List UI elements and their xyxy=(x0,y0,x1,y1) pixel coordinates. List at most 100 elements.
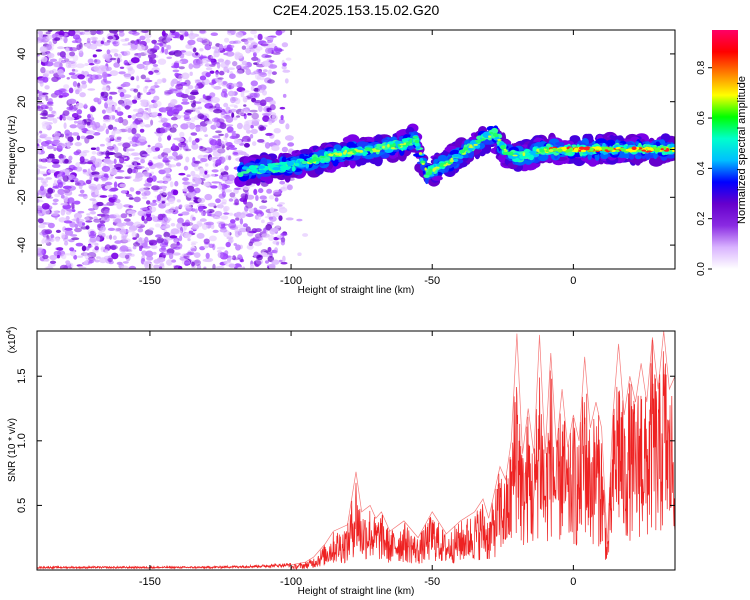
noise-blob xyxy=(191,261,195,267)
noise-blob xyxy=(223,212,230,215)
noise-blob xyxy=(257,139,265,143)
noise-blob xyxy=(91,151,97,155)
noise-blob xyxy=(218,133,225,137)
noise-blob xyxy=(147,107,152,114)
signal-blob xyxy=(240,171,250,174)
snr-series xyxy=(37,331,675,570)
noise-blob xyxy=(69,60,77,66)
noise-blob xyxy=(153,45,160,51)
noise-blob xyxy=(153,163,163,167)
noise-blob xyxy=(68,30,76,37)
noise-blob xyxy=(199,246,206,251)
noise-blob xyxy=(244,106,250,114)
noise-blob xyxy=(197,222,203,226)
noise-blob xyxy=(113,129,122,134)
noise-blob xyxy=(93,97,100,103)
noise-blob xyxy=(172,151,178,157)
noise-blob xyxy=(204,44,212,51)
noise-blob xyxy=(131,136,138,143)
noise-blob xyxy=(145,147,153,154)
noise-blob xyxy=(57,69,64,76)
noise-blob xyxy=(37,149,42,155)
noise-blob xyxy=(128,30,137,35)
noise-blob xyxy=(161,213,166,218)
spectrogram-panel: -150 -100 -50 0 -40 -20 0 20 40 Height of strai… xyxy=(7,29,676,296)
noise-blob xyxy=(127,68,135,75)
noise-blob xyxy=(68,132,73,135)
noise-blob xyxy=(114,198,121,204)
signal-blob xyxy=(259,169,267,174)
noise-blob xyxy=(144,263,149,268)
noise-blob xyxy=(257,85,263,90)
noise-blob xyxy=(37,102,44,105)
noise-blob xyxy=(121,234,125,240)
noise-blob xyxy=(204,163,209,167)
noise-blob xyxy=(167,191,172,197)
noise-blob xyxy=(89,236,97,243)
noise-blob xyxy=(115,39,120,45)
noise-blob xyxy=(213,85,222,90)
noise-blob xyxy=(278,202,286,205)
noise-blob xyxy=(162,180,169,184)
noise-blob xyxy=(101,232,106,238)
noise-blob xyxy=(142,171,151,178)
noise-blob xyxy=(114,240,122,244)
noise-blob xyxy=(60,202,69,206)
noise-blob xyxy=(205,67,213,71)
noise-blob xyxy=(268,121,273,125)
signal-hot-blob xyxy=(573,147,579,153)
noise-blob xyxy=(130,57,140,64)
noise-blob xyxy=(174,72,180,77)
noise-blob xyxy=(169,235,178,239)
noise-blob xyxy=(104,54,111,61)
signal-core-blob xyxy=(372,148,377,153)
noise-blob xyxy=(60,194,65,199)
noise-blob xyxy=(69,51,76,57)
noise-blob xyxy=(67,197,75,204)
signal-hot-blob xyxy=(566,148,573,152)
noise-blob xyxy=(132,108,139,112)
noise-blob xyxy=(282,69,291,73)
noise-blob xyxy=(281,65,287,70)
signal-core-blob xyxy=(366,147,371,150)
noise-blob xyxy=(114,176,124,180)
noise-blob xyxy=(40,51,48,56)
noise-blob xyxy=(191,208,196,212)
noise-blob xyxy=(204,170,208,175)
noise-blob xyxy=(231,257,241,261)
noise-blob xyxy=(270,63,274,68)
signal-hot-blob xyxy=(647,147,653,151)
noise-blob xyxy=(102,151,106,155)
noise-blob xyxy=(128,265,137,269)
noise-blob xyxy=(241,45,247,50)
noise-blob xyxy=(139,121,145,128)
noise-blob xyxy=(81,245,87,252)
signal-core-blob xyxy=(399,143,404,146)
noise-blob xyxy=(188,185,195,193)
noise-blob xyxy=(215,265,225,269)
noise-blob xyxy=(63,188,71,194)
noise-blob xyxy=(243,104,247,107)
signal-core-blob xyxy=(424,167,427,171)
noise-blob xyxy=(56,247,64,251)
signal-core-blob xyxy=(449,159,454,163)
signal-blob xyxy=(237,172,244,178)
signal-blob xyxy=(431,165,435,169)
noise-blob xyxy=(185,51,193,57)
noise-blob xyxy=(92,123,98,131)
noise-blob xyxy=(217,251,224,259)
signal-blob xyxy=(571,144,577,148)
noise-blob xyxy=(233,139,242,145)
noise-blob xyxy=(172,99,177,104)
noise-blob xyxy=(54,193,61,198)
noise-blob xyxy=(128,205,134,209)
noise-blob xyxy=(136,44,146,51)
noise-blob xyxy=(220,215,229,220)
signal-core-blob xyxy=(414,137,418,139)
noise-blob xyxy=(245,47,252,54)
noise-blob xyxy=(216,246,226,250)
noise-blob xyxy=(89,211,96,215)
noise-blob xyxy=(119,245,129,252)
noise-blob xyxy=(79,156,85,163)
noise-blob xyxy=(240,259,245,263)
